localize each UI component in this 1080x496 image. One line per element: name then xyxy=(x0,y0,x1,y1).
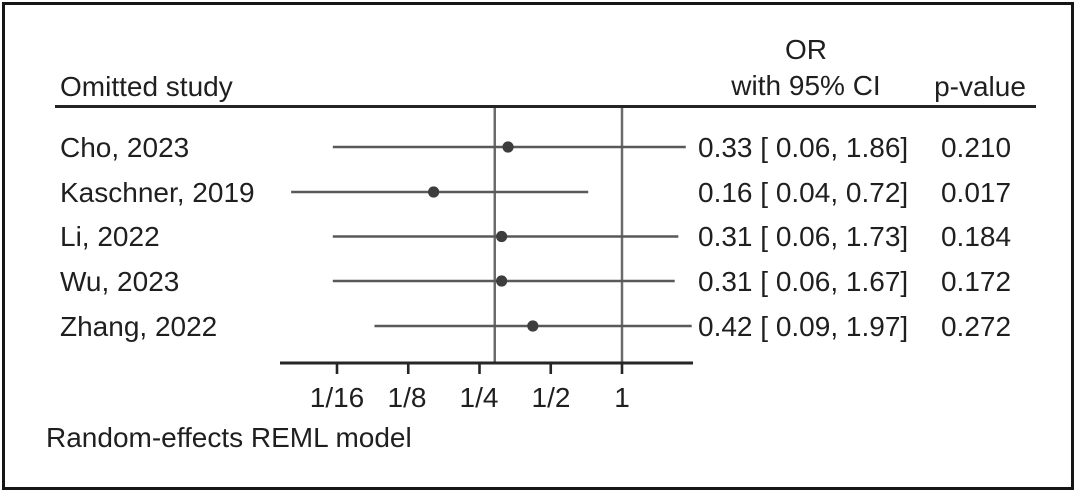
column-header-omitted-study: Omitted study xyxy=(60,71,233,102)
or-ci-value: 0.33 [ 0.06, 1.86] xyxy=(698,132,909,163)
column-header-effect-line2: with 95% CI xyxy=(731,70,881,101)
point-estimate-dot xyxy=(428,186,440,198)
x-axis-tick-label: 1/4 xyxy=(459,382,499,413)
p-value: 0.272 xyxy=(940,311,1012,342)
column-header-effect: OR with 95% CI xyxy=(731,32,880,104)
point-estimate-dot xyxy=(496,275,508,287)
p-value: 0.210 xyxy=(940,132,1012,163)
or-ci-value: 0.16 [ 0.04, 0.72] xyxy=(698,177,909,208)
or-ci-value: 0.31 [ 0.06, 1.73] xyxy=(698,221,909,252)
x-axis-tick-label: 1 xyxy=(614,382,630,413)
figure-border xyxy=(2,2,1074,490)
study-label: Kaschner, 2019 xyxy=(60,177,255,208)
point-estimate-dot xyxy=(502,141,514,153)
model-footnote: Random-effects REML model xyxy=(46,422,412,453)
column-header-pvalue: p-value xyxy=(934,71,1026,102)
study-label: Li, 2022 xyxy=(60,221,160,252)
p-value: 0.184 xyxy=(940,221,1012,252)
or-ci-value: 0.31 [ 0.06, 1.67] xyxy=(698,266,909,297)
x-axis-tick-label: 1/16 xyxy=(309,382,365,413)
p-value: 0.017 xyxy=(940,177,1012,208)
study-label: Zhang, 2022 xyxy=(60,311,218,342)
header-rule xyxy=(55,105,1036,108)
study-label: Cho, 2023 xyxy=(60,132,190,163)
study-label: Wu, 2023 xyxy=(60,266,180,297)
point-estimate-dot xyxy=(527,320,539,332)
or-ci-value: 0.42 [ 0.09, 1.97] xyxy=(698,311,909,342)
column-header-effect-line1: OR xyxy=(785,34,827,65)
x-axis-tick-label: 1/2 xyxy=(531,382,571,413)
x-axis-tick-label: 1/8 xyxy=(387,382,427,413)
point-estimate-dot xyxy=(496,230,508,243)
p-value: 0.172 xyxy=(940,266,1012,297)
